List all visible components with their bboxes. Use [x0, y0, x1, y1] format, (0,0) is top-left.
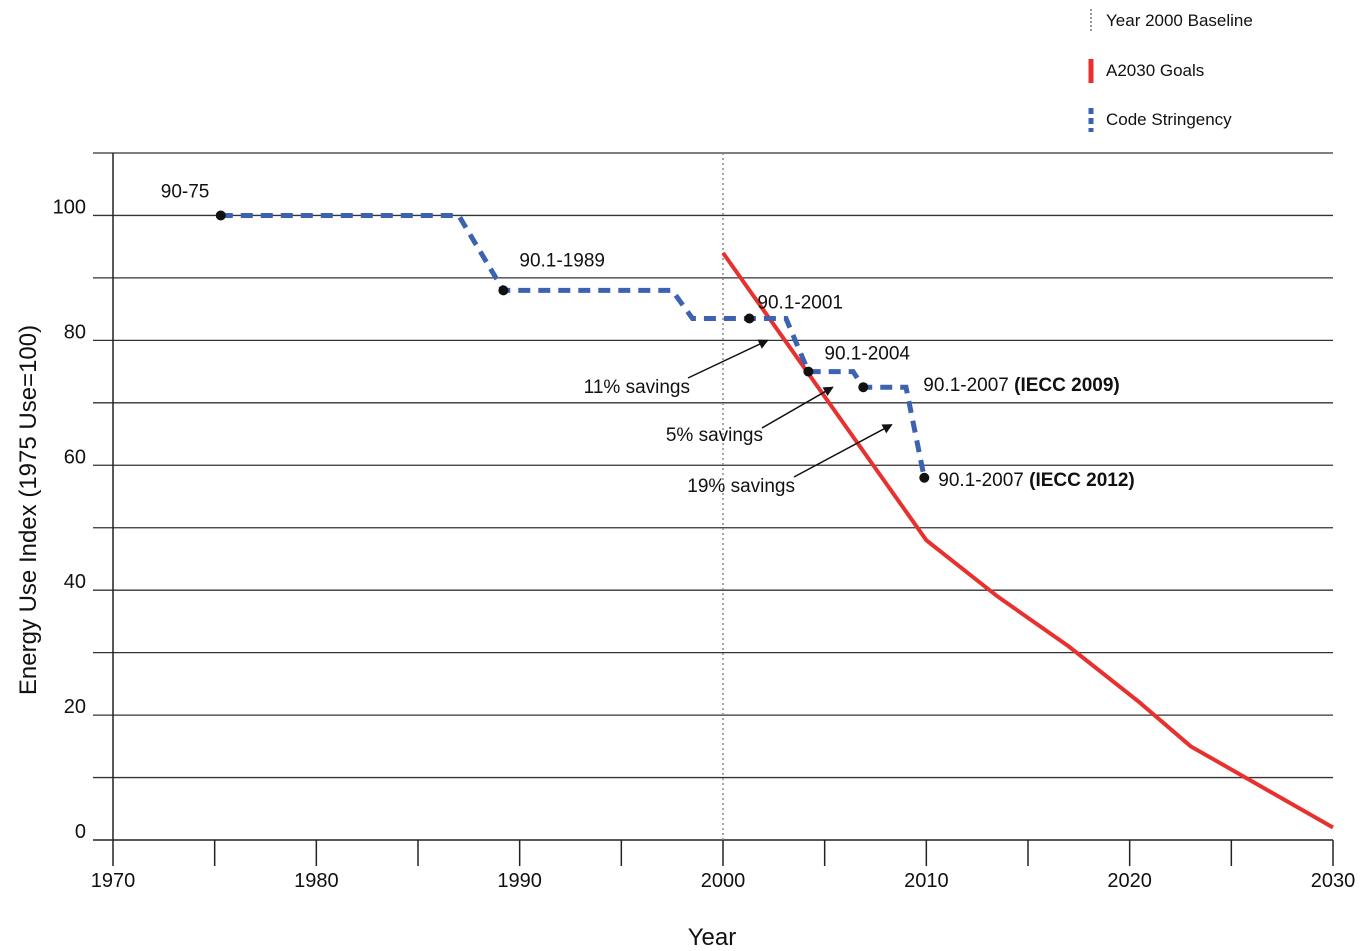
code-point-label: 90.1-1989 [519, 250, 605, 271]
x-tick-label: 1970 [91, 870, 136, 892]
x-tick-label: 1980 [294, 870, 339, 892]
code-point-label-main: 90-75 [161, 181, 210, 202]
savings-annotation: 11% savings [584, 377, 690, 398]
code-point-label-main: 90.1-2007 [938, 470, 1029, 491]
savings-arrow [793, 424, 893, 478]
code-point-label: 90.1-2001 [757, 293, 843, 314]
x-axis-title: Year [688, 924, 737, 951]
code-stringency-line [220, 213, 927, 479]
savings-annotation: 19% savings [687, 476, 795, 497]
code-point-label-main: 90.1-2001 [757, 293, 843, 314]
code-point-label-main: 90.1-1989 [519, 250, 605, 271]
y-axis-title: Energy Use Index (1975 Use=100) [15, 325, 42, 695]
code-point-label-main: 90.1-2007 [923, 375, 1014, 396]
y-tick-label: 40 [64, 571, 86, 593]
y-tick-label: 60 [64, 446, 86, 468]
legend-label: A2030 Goals [1106, 61, 1204, 80]
code-point-label: 90.1-2007 (IECC 2009) [923, 375, 1119, 396]
legend-label: Code Stringency [1106, 110, 1232, 129]
code-point [919, 472, 930, 483]
code-point [858, 382, 869, 393]
gridlines [93, 152, 1333, 779]
annotations: 11% savings 5% savings 19% savings [584, 339, 893, 497]
legend: Year 2000 Baseline A2030 Goals Code String… [1088, 9, 1253, 132]
data-points: 90-75 90.1-1989 90.1-2001 90.1-2004 90.1-200… [161, 181, 1135, 490]
savings-arrow [687, 339, 769, 379]
x-tick-label: 2030 [1311, 870, 1356, 892]
code-point [803, 366, 814, 377]
y-tick-label: 80 [64, 321, 86, 343]
code-point-label-main: 90.1-2004 [824, 344, 910, 365]
code-point [744, 313, 755, 324]
code-point-label-bold: (IECC 2012) [1029, 470, 1135, 491]
a2030-goals-line [721, 251, 1334, 830]
y-tick-label: 20 [64, 696, 86, 718]
code-point-label-bold: (IECC 2009) [1014, 375, 1120, 396]
code-point [498, 285, 509, 296]
x-tick-label: 2000 [701, 870, 746, 892]
y-tick-label: 100 [53, 196, 86, 218]
legend-label: Year 2000 Baseline [1106, 11, 1253, 30]
code-point-label: 90.1-2004 [824, 344, 910, 365]
x-tick-label: 2010 [904, 870, 949, 892]
code-point [215, 210, 226, 221]
code-point-label: 90.1-2007 (IECC 2012) [938, 470, 1134, 491]
axes: 1970 1980 1990 2000 2010 2020 2030 0 20 40 60 80 100 [53, 153, 1356, 892]
x-tick-label: 2020 [1107, 870, 1152, 892]
x-tick-label: 1990 [497, 870, 542, 892]
y-tick-label: 0 [75, 821, 86, 843]
series [220, 213, 1334, 830]
savings-arrow [761, 386, 834, 429]
code-point-label: 90-75 [161, 181, 210, 202]
savings-annotation: 5% savings [666, 425, 763, 446]
